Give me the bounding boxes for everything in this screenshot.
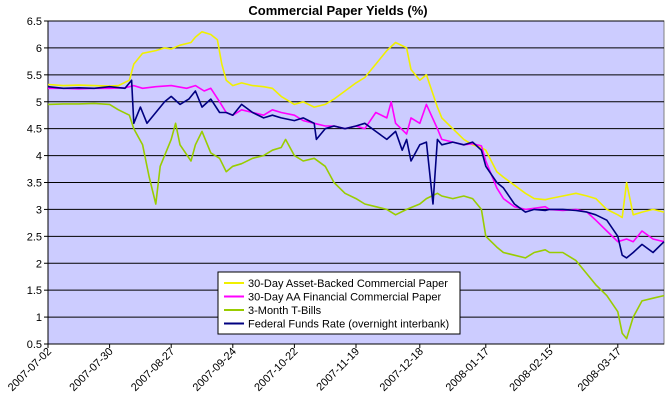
x-tick-label: 2007-08-27 <box>129 346 177 394</box>
x-tick-label: 2007-10-22 <box>252 346 300 394</box>
legend-label: 3-Month T-Bills <box>248 305 322 317</box>
y-tick-label: 2.5 <box>27 231 42 243</box>
x-tick-label: 2007-09-24 <box>191 346 239 394</box>
chart-title: Commercial Paper Yields (%) <box>248 3 427 18</box>
legend-label: Federal Funds Rate (overnight interbank) <box>248 319 449 331</box>
x-tick-label: 2008-01-17 <box>444 346 492 394</box>
y-tick-label: 6 <box>36 43 42 55</box>
y-tick-label: 5 <box>36 97 42 109</box>
y-tick-label: 4 <box>36 151 42 163</box>
y-tick-label: 2 <box>36 258 42 270</box>
legend-label: 30-Day Asset-Backed Commercial Paper <box>248 278 448 290</box>
y-tick-label: 3 <box>36 204 42 216</box>
x-tick-label: 2007-12-18 <box>378 346 426 394</box>
legend-box <box>217 271 461 335</box>
x-tick-label: 2008-02-15 <box>507 346 555 394</box>
y-tick-label: 1 <box>36 312 42 324</box>
x-tick-label: 2007-07-02 <box>6 346 54 394</box>
y-tick-label: 5.5 <box>27 70 42 82</box>
legend: 30-Day Asset-Backed Commercial Paper 30-D… <box>217 271 461 335</box>
x-axis: 2007-07-02 2007-07-30 2007-08-27 2007-09-24… <box>6 344 624 394</box>
y-tick-label: 1.5 <box>27 285 42 297</box>
y-tick-label: 6.5 <box>27 16 42 28</box>
y-tick-label: 0.5 <box>27 339 42 351</box>
series-line-3 <box>47 79 665 259</box>
series-line-2 <box>47 102 665 340</box>
x-tick-label: 2007-11-19 <box>314 346 362 394</box>
x-tick-label: 2008-03-17 <box>576 346 624 394</box>
y-tick-label: 4.5 <box>27 124 42 136</box>
series-group <box>47 30 665 340</box>
series-line-0 <box>47 30 665 219</box>
x-tick-label: 2007-07-30 <box>67 346 115 394</box>
y-tick-label: 3.5 <box>27 178 42 190</box>
legend-label: 30-Day AA Financial Commercial Paper <box>248 292 442 304</box>
